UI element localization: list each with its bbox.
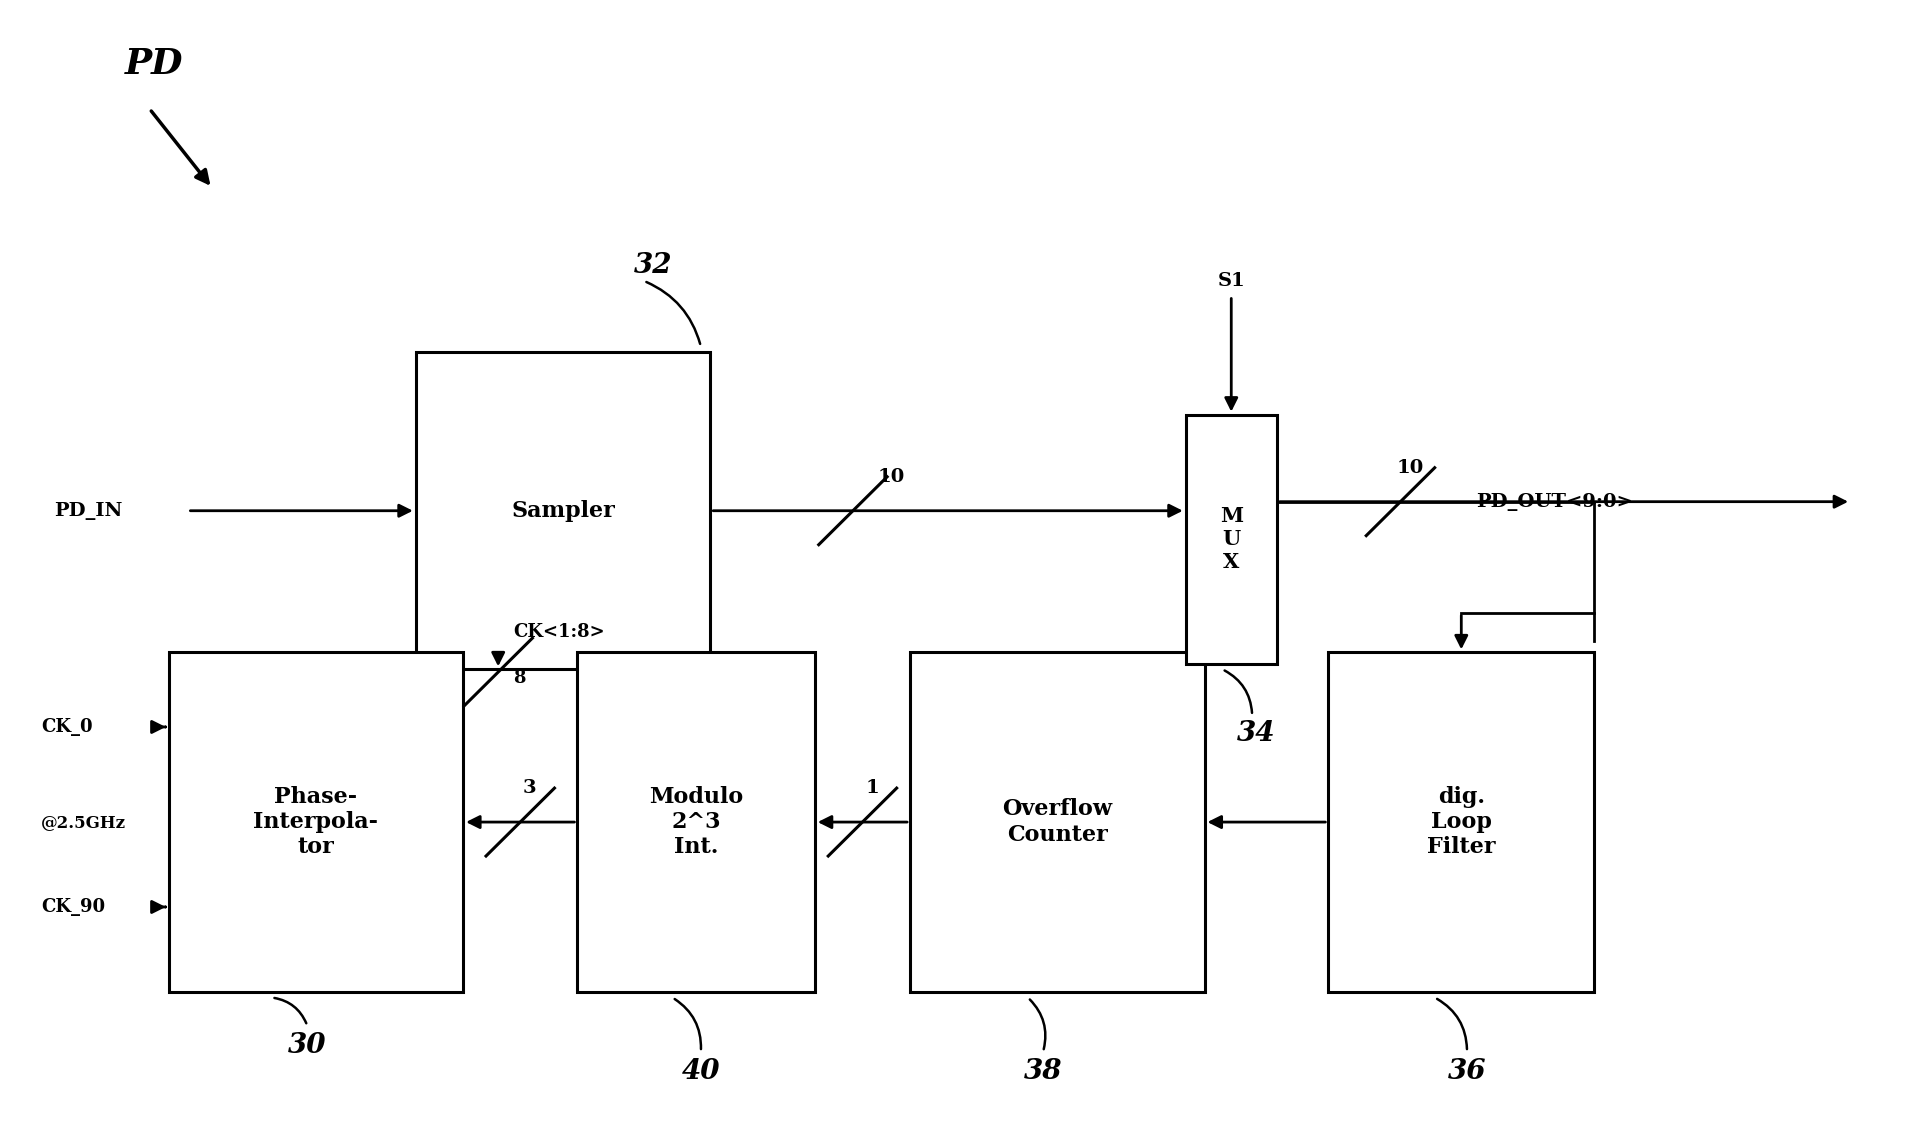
Text: 36: 36: [1447, 1058, 1485, 1084]
Bar: [415, 352, 710, 669]
Text: 8: 8: [513, 669, 526, 686]
Bar: [1185, 415, 1277, 664]
Text: 34: 34: [1236, 720, 1275, 747]
Text: 3: 3: [523, 779, 536, 798]
Text: 10: 10: [1395, 458, 1422, 477]
Text: @2.5GHz: @2.5GHz: [40, 814, 126, 831]
Text: Modulo
2^3
Int.: Modulo 2^3 Int.: [649, 786, 743, 858]
Text: CK<1:8>: CK<1:8>: [513, 623, 605, 642]
Text: 32: 32: [634, 252, 672, 278]
Text: dig.
Loop
Filter: dig. Loop Filter: [1426, 786, 1495, 858]
Text: CK_0: CK_0: [40, 717, 92, 736]
Text: PD_IN: PD_IN: [54, 502, 122, 520]
Text: CK_90: CK_90: [40, 898, 105, 916]
Text: 30: 30: [289, 1031, 327, 1059]
Text: Overflow
Counter: Overflow Counter: [1001, 799, 1112, 846]
Bar: [168, 652, 463, 992]
Bar: [909, 652, 1204, 992]
Text: 1: 1: [865, 779, 879, 798]
Text: PD_OUT<9:0>: PD_OUT<9:0>: [1476, 493, 1633, 511]
Bar: [576, 652, 815, 992]
Text: 10: 10: [877, 468, 903, 486]
Text: PD: PD: [124, 47, 184, 80]
Text: 40: 40: [681, 1058, 720, 1084]
Text: S1: S1: [1217, 272, 1244, 290]
Text: Sampler: Sampler: [511, 500, 614, 521]
Bar: [1328, 652, 1594, 992]
Text: M
U
X: M U X: [1219, 505, 1242, 572]
Text: 38: 38: [1024, 1058, 1062, 1084]
Text: Phase-
Interpola-
tor: Phase- Interpola- tor: [253, 786, 379, 858]
